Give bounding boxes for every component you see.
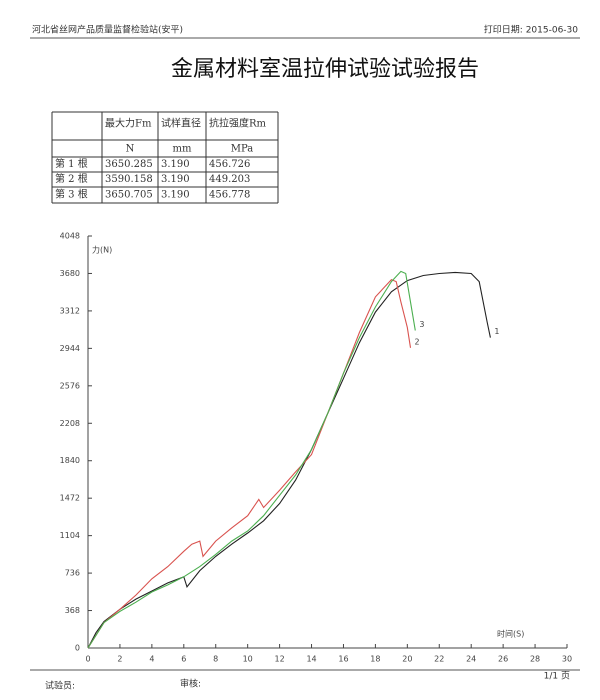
y-tick-label: 4048 <box>60 232 80 241</box>
x-tick-label: 2 <box>117 655 122 664</box>
x-tick-label: 14 <box>306 655 316 664</box>
chart: 0368736110414721840220825762944331236804… <box>60 232 572 664</box>
y-axis-label: 力(N) <box>92 245 112 255</box>
table-cell: 456.778 <box>209 190 250 201</box>
x-tick-label: 6 <box>181 655 186 664</box>
reviewer-label: 审核: <box>180 678 201 690</box>
y-tick-label: 2208 <box>60 419 80 428</box>
tester-label: 试验员: <box>45 680 75 692</box>
table-cell: 3590.158 <box>105 174 153 185</box>
table-unit: mm <box>173 144 192 155</box>
table-cell: 第 3 根 <box>55 188 88 201</box>
curve-label: 3 <box>419 320 424 329</box>
x-tick-label: 26 <box>498 655 508 664</box>
table-unit: MPa <box>231 144 254 155</box>
x-tick-label: 20 <box>402 655 412 664</box>
x-axis-label: 时间(S) <box>497 629 524 639</box>
org-name: 河北省丝网产品质量监督检验站(安平) <box>32 24 183 36</box>
x-tick-label: 10 <box>243 655 253 664</box>
table-cell: 第 1 根 <box>55 157 88 170</box>
y-tick-label: 1840 <box>60 456 80 465</box>
x-tick-label: 4 <box>149 655 154 664</box>
table-header: 抗拉强度Rm <box>209 117 267 130</box>
x-tick-label: 28 <box>530 655 540 664</box>
table-header: 最大力Fm <box>105 117 152 130</box>
print-date: 打印日期: 2015-06-30 <box>484 24 578 36</box>
table-cell: 3.190 <box>161 174 190 185</box>
x-tick-label: 0 <box>85 655 90 664</box>
table-cell: 449.203 <box>209 174 250 185</box>
table-cell: 3.190 <box>161 159 190 170</box>
y-tick-label: 0 <box>75 644 80 653</box>
y-tick-label: 3312 <box>60 306 80 315</box>
table-cell: 3650.285 <box>105 159 153 170</box>
force-curve <box>87 270 416 649</box>
result-table: 最大力Fm N 试样直径 mm 抗拉强度Rm MPa 第 1 根 3650.285 3.190 4… <box>51 111 279 204</box>
y-tick-label: 368 <box>65 606 80 615</box>
table-header: 试样直径 <box>161 117 201 130</box>
report-title: 金属材料室温拉伸试验试验报告 <box>171 57 479 82</box>
x-tick-label: 22 <box>434 655 444 664</box>
y-tick-label: 3680 <box>60 269 80 278</box>
force-curve <box>87 271 491 649</box>
x-tick-label: 18 <box>370 655 380 664</box>
y-tick-label: 2576 <box>60 381 80 390</box>
curve-label: 2 <box>415 337 420 346</box>
x-tick-label: 12 <box>275 655 285 664</box>
y-tick-label: 2944 <box>60 344 80 353</box>
x-tick-label: 30 <box>562 655 572 664</box>
curve-label: 1 <box>494 327 499 336</box>
page-number: 1/1 页 <box>544 671 570 682</box>
table-cell: 第 2 根 <box>55 172 88 185</box>
y-tick-label: 1104 <box>60 531 80 540</box>
y-tick-label: 1472 <box>60 494 80 503</box>
x-tick-label: 24 <box>466 655 476 664</box>
table-unit: N <box>126 144 135 155</box>
table-cell: 3.190 <box>161 190 190 201</box>
x-tick-label: 16 <box>338 655 348 664</box>
table-cell: 456.726 <box>209 159 250 170</box>
force-curve <box>87 278 412 649</box>
y-tick-label: 736 <box>65 569 80 578</box>
table-cell: 3650.705 <box>105 190 153 201</box>
x-tick-label: 8 <box>213 655 218 664</box>
